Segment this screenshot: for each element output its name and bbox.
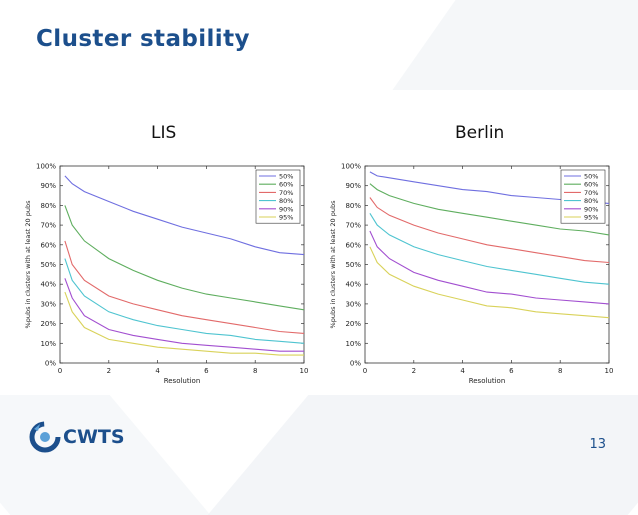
legend-box: [255, 169, 301, 224]
y-tick-label: 50%: [40, 261, 56, 269]
y-tick-label: 60%: [345, 241, 361, 249]
y-tick-label: 70%: [40, 222, 56, 230]
series-line-90pct: [369, 230, 610, 305]
series-line-50pct: [64, 175, 305, 256]
chart-lis: 0% 10% 20% 30% 40% 50% 60% 70% 80% 90% 100% 0 2 4 6 8 10…: [22, 158, 312, 388]
series-line-95pct: [369, 246, 610, 319]
y-tick-label: 80%: [345, 202, 361, 210]
y-tick-label: 0%: [350, 360, 361, 368]
y-tick-label: 90%: [345, 182, 361, 190]
x-tick-label: 10: [300, 367, 309, 375]
background-shape: [207, 395, 638, 515]
y-tick-label: 60%: [40, 241, 56, 249]
y-tick-label: 100%: [36, 163, 56, 171]
cwts-logo: CWTS: [28, 420, 125, 454]
chart-title-lis: LIS: [151, 123, 177, 143]
chart-berlin-svg: 0%10%20%30%40%50%60%70%80%90%100%0 2 4 6 8 10…: [329, 163, 614, 386]
y-tick-label: 30%: [345, 300, 361, 308]
chart-berlin: 0% 10% 20% 30% 40% 50% 60% 70% 80% 90% 100% 0 2 4 6 8 10…: [327, 158, 617, 388]
legend-label: 70%: [279, 189, 293, 197]
x-tick-label: 2: [107, 367, 111, 375]
logo-text: CWTS: [63, 426, 125, 448]
y-tick-label: 50%: [345, 261, 361, 269]
series-line-80pct: [369, 213, 610, 285]
x-tick-label: 4: [155, 367, 160, 375]
legend-label: 95%: [279, 214, 293, 222]
y-tick-label: 10%: [40, 340, 56, 348]
legend-label: 70%: [584, 189, 598, 197]
legend-label: 60%: [279, 181, 293, 189]
series-line-70pct: [369, 197, 610, 264]
page-number: 13: [589, 437, 606, 452]
x-tick-label: 6: [509, 367, 514, 375]
legend-label: 90%: [279, 205, 293, 213]
background-shape: [0, 395, 211, 515]
x-tick-label: 6: [204, 367, 209, 375]
legend-label: 50%: [584, 173, 598, 181]
legend-label: 90%: [584, 205, 598, 213]
y-tick-label: 20%: [40, 320, 56, 328]
y-axis-label: %pubs in clusters with at least 20 pubs: [24, 200, 32, 329]
x-axis-label: Resolution: [164, 377, 201, 385]
y-tick-label: 80%: [40, 202, 56, 210]
y-tick-label: 90%: [40, 182, 56, 190]
series-line-60pct: [64, 205, 305, 311]
series-line-90pct: [64, 278, 304, 352]
x-axis-label: Resolution: [469, 377, 506, 385]
series-line-60pct: [369, 183, 610, 236]
x-tick-label: 8: [253, 367, 257, 375]
x-tick-label: 10: [605, 367, 614, 375]
y-tick-label: 40%: [345, 281, 361, 289]
slide-title: Cluster stability: [36, 26, 250, 52]
cwts-logo-icon: [29, 421, 61, 453]
y-tick-label: 20%: [345, 320, 361, 328]
y-tick-label: 0%: [45, 360, 56, 368]
background-shape: [392, 0, 638, 90]
legend-label: 95%: [584, 214, 598, 222]
legend-label: 60%: [584, 181, 598, 189]
y-tick-label: 100%: [341, 163, 361, 171]
y-tick-label: 70%: [345, 222, 361, 230]
legend-label: 80%: [279, 197, 293, 205]
x-tick-label: 8: [558, 367, 562, 375]
y-tick-label: 30%: [40, 300, 56, 308]
x-tick-label: 0: [363, 367, 367, 375]
legend-label: 80%: [584, 197, 598, 205]
x-tick-label: 2: [412, 367, 416, 375]
series-line-80pct: [64, 258, 305, 344]
chart-lis-svg: 0%10%20%30%40%50%60%70%80%90%100%0 2 4 6 8 10…: [24, 163, 309, 386]
series-line-70pct: [64, 240, 305, 334]
x-tick-label: 0: [58, 367, 62, 375]
y-tick-label: 40%: [40, 281, 56, 289]
y-tick-label: 10%: [345, 340, 361, 348]
x-tick-label: 4: [460, 367, 465, 375]
chart-title-berlin: Berlin: [455, 123, 505, 143]
legend-box: [560, 169, 606, 224]
legend-label: 50%: [279, 173, 293, 181]
series-line-95pct: [64, 291, 304, 356]
y-axis-label: %pubs in clusters with at least 20 pubs: [329, 200, 337, 329]
